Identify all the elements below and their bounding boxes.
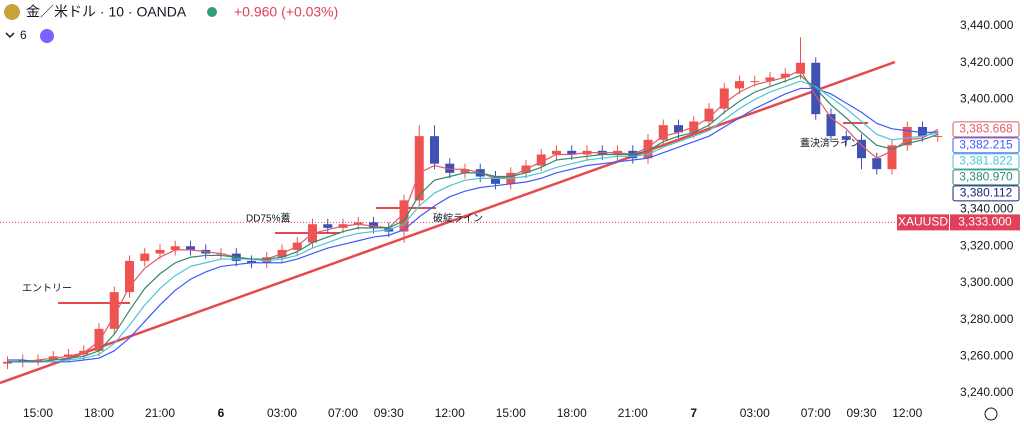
- price-tag: [952, 185, 1020, 202]
- price-tag: [950, 214, 1020, 231]
- candle-body: [765, 77, 775, 82]
- y-tick-label: 3,320.000: [960, 238, 1014, 252]
- candle-body: [186, 246, 195, 250]
- symbol-tag: [897, 214, 949, 231]
- price-tag-label: 3,381.822: [959, 154, 1013, 168]
- x-tick-label: 12:00: [435, 406, 465, 420]
- candle-body: [780, 73, 790, 78]
- price-tag: [952, 169, 1020, 186]
- price-tag-label: 3,380.970: [959, 170, 1013, 184]
- price-tag: [952, 121, 1020, 138]
- price-tag-label: 3,383.668: [959, 122, 1013, 136]
- candle-body: [64, 354, 73, 357]
- x-tick-label: 07:00: [328, 406, 358, 420]
- y-tick-label: 3,440.000: [960, 18, 1014, 32]
- x-tick-label: 03:00: [740, 406, 770, 420]
- x-tick-label: 12:00: [892, 406, 922, 420]
- price-tag: [952, 137, 1020, 154]
- moving-average: [7, 69, 939, 363]
- symbol-title: 金／米ドル · 10 · OANDA: [26, 4, 187, 20]
- x-tick-label: 09:30: [846, 406, 876, 420]
- candle-body: [918, 126, 927, 137]
- price-tag-label: 3,333.000: [958, 215, 1012, 229]
- candle-body: [18, 360, 28, 362]
- x-tick-label: 6: [218, 406, 225, 420]
- annotation: DD75%蓋: [246, 213, 290, 225]
- candle-body: [826, 114, 836, 137]
- candle-body: [719, 88, 729, 109]
- x-tick-label: 21:00: [145, 406, 175, 420]
- candle-body: [491, 176, 500, 184]
- candle-body: [430, 136, 439, 164]
- candle-body: [567, 150, 577, 155]
- candle-body: [658, 125, 668, 140]
- annotation: 破綻ライン: [433, 212, 483, 225]
- candle-body: [155, 249, 165, 254]
- candle-body: [399, 200, 409, 232]
- candle-body: [414, 136, 424, 201]
- x-tick-label: 15:00: [23, 406, 53, 420]
- candle-body: [857, 139, 866, 159]
- settings-icon[interactable]: [984, 407, 998, 421]
- candle-body: [262, 257, 272, 263]
- y-tick-label: 3,260.000: [960, 349, 1014, 363]
- candle-body: [94, 328, 104, 351]
- candle-body: [140, 253, 150, 261]
- y-tick-label: 3,240.000: [960, 385, 1014, 399]
- x-tick-label: 03:00: [267, 406, 297, 420]
- x-tick-label: 7: [690, 406, 697, 420]
- candle-body: [796, 62, 805, 74]
- candle-body: [841, 136, 851, 140]
- status-dot: [207, 7, 217, 17]
- indicator-count: 6: [20, 28, 27, 42]
- candle-body: [323, 224, 333, 228]
- x-tick-label: 09:30: [374, 406, 404, 420]
- candle-body: [887, 145, 897, 170]
- x-tick-label: 21:00: [618, 406, 648, 420]
- candle-body: [460, 169, 470, 173]
- price-change: +0.960 (+0.03%): [234, 4, 338, 20]
- candle-body: [552, 150, 561, 155]
- annotation: 蓋決済ライン: [800, 137, 860, 150]
- x-tick-label: 15:00: [496, 406, 526, 420]
- price-tag: [952, 153, 1020, 170]
- y-tick-label: 3,400.000: [960, 92, 1014, 106]
- x-tick-label: 07:00: [801, 406, 831, 420]
- y-tick-label: 3,420.000: [960, 55, 1014, 69]
- collapse-toggle[interactable]: [5, 32, 15, 39]
- candle-body: [674, 125, 683, 133]
- moving-average: [7, 87, 938, 363]
- candle-body: [170, 246, 180, 250]
- symbol-tag-label: XAUUSD: [898, 215, 948, 229]
- y-tick-label: 3,280.000: [960, 312, 1014, 326]
- candle-body: [109, 292, 119, 329]
- candle-body: [445, 163, 455, 173]
- candle-body: [643, 139, 653, 159]
- sync-icon[interactable]: [40, 29, 54, 43]
- candle-body: [704, 108, 714, 122]
- candle-body: [872, 158, 882, 170]
- candle-body: [902, 126, 912, 146]
- candle-body: [933, 135, 943, 137]
- y-tick-label: 3,340.000: [960, 202, 1014, 216]
- candle-body: [369, 222, 378, 228]
- candle-body: [247, 260, 256, 263]
- y-tick-label: 3,300.000: [960, 275, 1014, 289]
- candle-body: [353, 222, 363, 225]
- candle-body: [735, 81, 744, 89]
- candle-body: [536, 154, 546, 166]
- annotation: エントリー: [22, 284, 72, 295]
- moving-average: [7, 80, 938, 363]
- candle-body: [3, 361, 12, 364]
- price-tag-label: 3,380.112: [960, 186, 1013, 200]
- symbol-icon: [4, 4, 20, 20]
- x-tick-label: 18:00: [557, 406, 587, 420]
- x-tick-label: 18:00: [84, 406, 114, 420]
- price-tag-label: 3,382.215: [959, 138, 1013, 152]
- candle-body: [750, 81, 760, 83]
- moving-average: [7, 74, 938, 363]
- candle-body: [125, 260, 134, 293]
